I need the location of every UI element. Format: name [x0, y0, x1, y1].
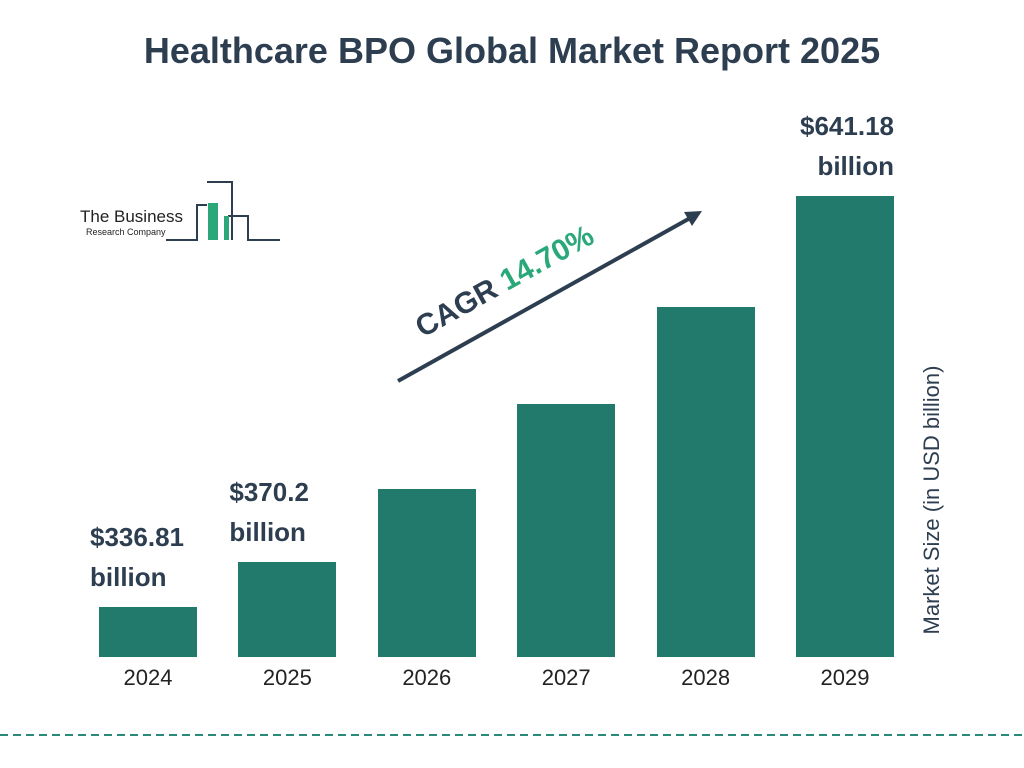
x-tick-label: 2024	[123, 665, 173, 690]
logo-text: The Business	[80, 207, 183, 226]
chart-title: Healthcare BPO Global Market Report 2025	[143, 30, 881, 71]
bar	[377, 488, 476, 657]
value-label: $336.81 billion	[90, 522, 184, 593]
bar	[656, 307, 755, 657]
value-label: $641.18 billion	[800, 110, 894, 181]
y-axis-label: Market Size (in USD billion)	[919, 365, 944, 635]
value-label: $370.2 billion	[229, 477, 309, 548]
x-tick-label: 2025	[262, 665, 312, 690]
x-tick-label: 2028	[681, 665, 731, 690]
x-tick-label: 2026	[402, 665, 452, 690]
bar	[99, 607, 197, 657]
bar	[796, 195, 894, 657]
bar	[517, 404, 616, 657]
arrow-head	[684, 211, 702, 226]
logo-bar	[208, 203, 218, 240]
x-tick-label: 2027	[541, 665, 591, 690]
logo-subtext: Research Company	[86, 227, 166, 237]
cagr-arrow	[397, 215, 693, 383]
logo-icon	[166, 181, 280, 241]
bar	[238, 562, 337, 657]
x-tick-label: 2029	[820, 665, 870, 690]
logo-bar	[224, 216, 229, 240]
